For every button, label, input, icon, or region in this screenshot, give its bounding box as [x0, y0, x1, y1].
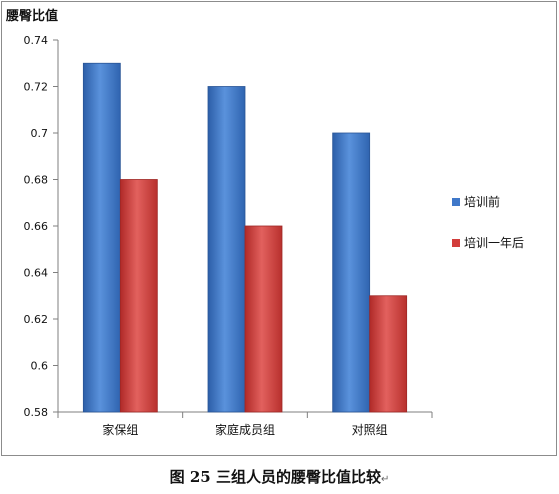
bar-after: [244, 225, 283, 413]
bar-before: [82, 62, 121, 413]
x-tick-label: 对照组: [352, 423, 388, 437]
y-tick-label: 0.66: [24, 220, 49, 233]
y-tick-label: 0.64: [24, 267, 49, 280]
bar-before: [332, 132, 371, 413]
bar-after: [369, 295, 408, 413]
y-tick-label: 0.6: [31, 360, 49, 373]
caption-text: 图 25 三组人员的腰臀比值比较: [169, 468, 381, 486]
x-tick-label: 家庭成员组: [215, 422, 275, 437]
y-tick-label: 0.74: [24, 34, 49, 47]
paragraph-mark: ↵: [380, 474, 390, 485]
legend-label: 培训前: [464, 194, 500, 209]
legend-label: 培训一年后: [464, 235, 524, 250]
bar-after: [119, 179, 158, 413]
bar-before: [207, 86, 246, 413]
figure-caption: 图 25 三组人员的腰臀比值比较↵: [0, 466, 559, 487]
chart-title: 腰臀比值: [5, 8, 58, 24]
x-tick-label: 家保组: [102, 422, 138, 437]
chart-svg: 腰臀比值 0.74 0.72 0.7 0.68 0.66 0.64 0.62 0.6 0.58 家…: [5, 8, 524, 437]
bars: [82, 62, 408, 413]
y-tick-label: 0.58: [24, 406, 49, 419]
legend-swatch: [452, 198, 460, 206]
y-tick-label: 0.72: [24, 81, 49, 94]
legend-swatch: [452, 239, 460, 247]
y-tick-label: 0.62: [24, 313, 49, 326]
y-tick-label: 0.7: [31, 127, 49, 140]
y-tick-label: 0.68: [24, 174, 49, 187]
